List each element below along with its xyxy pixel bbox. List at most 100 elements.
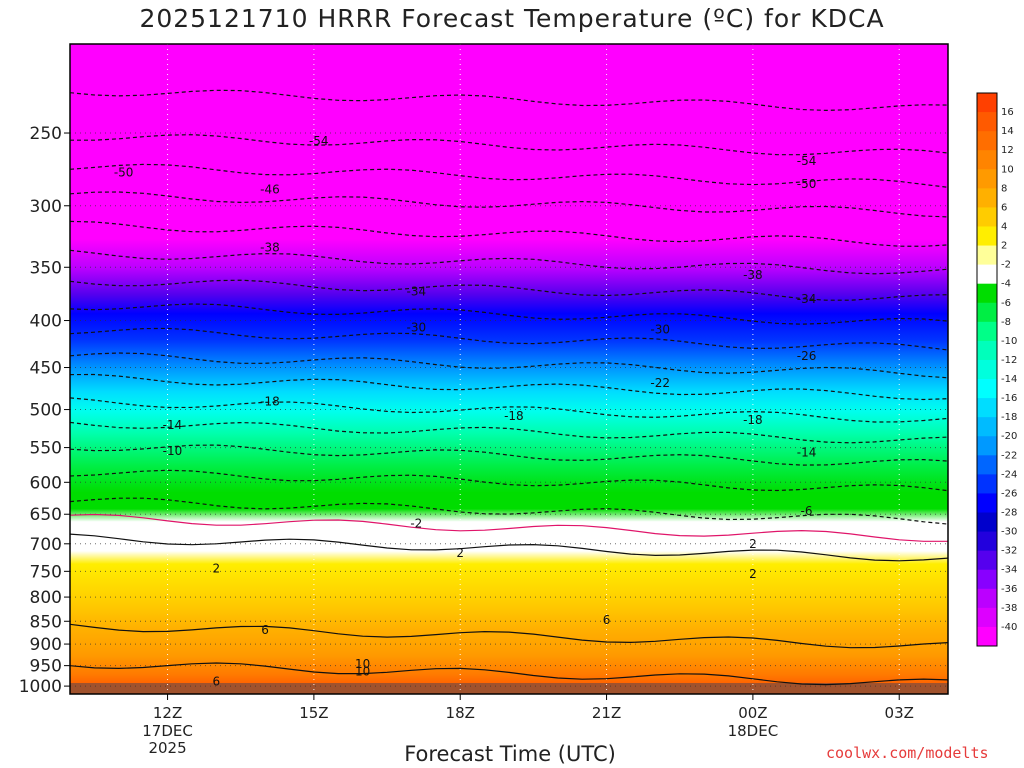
y-tick-label: 350: [30, 258, 62, 278]
colorbar-swatch: [977, 569, 997, 590]
colorbar-swatch: [977, 493, 997, 514]
colorbar-swatch: [977, 398, 997, 418]
colorbar-label: 8: [1001, 183, 1007, 194]
contour-label: 2: [456, 546, 464, 560]
y-tick-label: 950: [30, 657, 62, 677]
colorbar-label: -30: [1001, 527, 1017, 538]
contour-label: -30: [407, 320, 427, 334]
colorbar-swatch: [977, 340, 997, 361]
contour-label: -30: [650, 322, 670, 336]
credit-text: coolwx.com/modelts: [826, 744, 989, 762]
contour-labels: -54-54-50-50-46-38-38-34-34-30 -30-26-22-…: [114, 134, 816, 689]
colorbar-label: -2: [1001, 260, 1011, 271]
contour-label: -18: [743, 413, 763, 427]
contour-label: 2: [749, 567, 757, 581]
contour-label: 10: [355, 657, 370, 671]
ground-band: [70, 683, 948, 694]
colorbar-swatch: [977, 588, 997, 609]
colorbar-label: -22: [1001, 450, 1017, 461]
contour-line: [69, 533, 949, 562]
colorbar-label: 4: [1001, 221, 1007, 232]
contour-line: [69, 623, 949, 649]
colorbar-swatch: [977, 531, 997, 552]
contour-label: -50: [797, 177, 817, 191]
colorbar-swatch: [977, 188, 997, 208]
x-tick-sublabel: 17DEC: [142, 722, 193, 740]
temperature-field: [70, 44, 948, 694]
y-tick-label: 1000: [19, 677, 62, 697]
colorbar-swatch: [977, 226, 997, 247]
colorbar-swatch: [977, 207, 997, 227]
colorbar-label: -10: [1001, 336, 1017, 347]
x-tick-label: 15Z: [299, 704, 328, 722]
y-tick-label: 400: [30, 312, 62, 332]
colorbar-label: 12: [1001, 145, 1014, 156]
contour-label: 10: [355, 664, 370, 678]
y-tick-label: 450: [30, 359, 62, 379]
grid-lines: [70, 44, 948, 694]
colorbar-swatch: [977, 112, 997, 132]
colorbar-swatch: [977, 283, 997, 304]
contour-label: -50: [114, 165, 134, 179]
contour-label: -2: [410, 516, 422, 530]
colorbar-frame: [976, 92, 998, 647]
y-tick-label: 850: [30, 612, 62, 632]
contour-label: -38: [743, 268, 763, 282]
colorbar-label: -24: [1001, 469, 1017, 480]
colorbar-swatch: [977, 169, 997, 189]
colorbar-label: -6: [1001, 298, 1011, 309]
colorbar-swatch: [977, 93, 997, 113]
contour-label: 2: [749, 537, 757, 551]
contour-label: 6: [603, 613, 611, 627]
colorbar-label: -28: [1001, 508, 1017, 519]
y-tick-label: 600: [30, 473, 62, 493]
colorbar-label: -14: [1001, 374, 1017, 385]
colorbar-swatch: [977, 512, 997, 533]
colorbar-label: -16: [1001, 393, 1017, 404]
contour-label: -26: [797, 349, 817, 363]
colorbar-swatch: [977, 245, 997, 266]
colorbar-label: -18: [1001, 412, 1017, 423]
colorbar-label: 6: [1001, 202, 1007, 213]
colorbar-swatch: [977, 379, 997, 399]
colorbar-label: 2: [1001, 241, 1007, 252]
contour-label: 2: [213, 562, 221, 576]
x-axis-label: Forecast Time (UTC): [404, 742, 616, 766]
x-tick-label: 21Z: [592, 704, 621, 722]
colorbar-swatch: [977, 455, 997, 475]
colorbar-label: -20: [1001, 431, 1017, 442]
x-tick-label: 00Z: [738, 704, 767, 722]
colorbar-label: -26: [1001, 488, 1017, 499]
colorbar-swatch: [977, 150, 997, 170]
colorbar-label: -38: [1001, 603, 1017, 614]
colorbar-swatch: [977, 321, 997, 342]
colorbar-swatch: [977, 359, 997, 380]
colorbar-label: -4: [1001, 279, 1011, 290]
contour-label: -14: [163, 418, 183, 432]
y-tick-label: 800: [30, 588, 62, 608]
chart-title: 2025121710 HRRR Forecast Temperature (ºC…: [139, 4, 885, 33]
x-tick-sublabel: 18DEC: [728, 722, 779, 740]
colorbar-swatch: [977, 302, 997, 323]
x-tick-label: 03Z: [885, 704, 914, 722]
contour-label: -22: [650, 376, 670, 390]
y-tick-label: 900: [30, 635, 62, 655]
colorbar-label: -8: [1001, 317, 1011, 328]
colorbar-swatch: [977, 607, 997, 628]
colorbar-swatch: [977, 436, 997, 456]
colorbar-label: 14: [1001, 126, 1014, 137]
colorbar-label: -32: [1001, 546, 1017, 557]
y-tick-label: 250: [30, 124, 62, 144]
contour-line: [69, 662, 949, 686]
contour-label: -10: [163, 444, 183, 458]
contour-label: 6: [213, 675, 221, 689]
x-tick-label: 18Z: [446, 704, 475, 722]
colorbar-label: -36: [1001, 584, 1017, 595]
y-tick-label: 550: [30, 439, 62, 459]
colorbar-label: -12: [1001, 355, 1017, 366]
colorbar-label: 16: [1001, 107, 1014, 118]
contour-label: -54: [797, 154, 817, 168]
contour-label: -38: [260, 240, 280, 254]
x-tick-label: 12Z: [153, 704, 182, 722]
axes: 250 300 350 400 450 500 550 600 650 700 750 800 850 9…: [19, 43, 949, 757]
